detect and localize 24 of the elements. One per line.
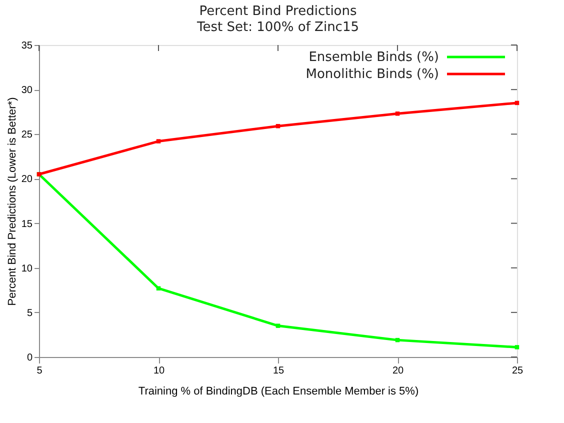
point xyxy=(514,345,520,350)
x-tick-label: 15 xyxy=(272,366,284,376)
point xyxy=(156,139,161,144)
y-tick-label: 10 xyxy=(21,263,33,274)
y-tick-label: 25 xyxy=(21,130,33,141)
x-tick-label: 5 xyxy=(36,366,43,376)
y-axis-title: Percent Bind Predictions (Lower is Better*) xyxy=(6,97,18,306)
x-tick-label: 20 xyxy=(392,366,404,376)
x-axis-title: Training % of BindingDB (Each Ensemble Member is 5%) xyxy=(138,386,419,398)
legend-label: Monolithic Binds (%) xyxy=(306,67,439,82)
legend-label: Ensemble Binds (%) xyxy=(308,50,439,65)
chart-title: Percent Bind Predictions xyxy=(199,4,357,19)
y-tick-label: 35 xyxy=(21,40,33,52)
chart-subtitle: Test Set: 100% of Zinc15 xyxy=(196,20,359,35)
point xyxy=(156,286,161,290)
y-tick-label: 0 xyxy=(26,352,33,364)
x-tick-label: 10 xyxy=(153,366,165,376)
point xyxy=(395,112,400,116)
y-tick-label: 20 xyxy=(21,174,33,186)
point xyxy=(276,324,280,328)
y-tick-label: 5 xyxy=(26,308,33,319)
y-tick-label: 15 xyxy=(21,218,33,230)
y-tick-label: 30 xyxy=(21,85,33,96)
x-tick-label: 25 xyxy=(512,366,524,376)
